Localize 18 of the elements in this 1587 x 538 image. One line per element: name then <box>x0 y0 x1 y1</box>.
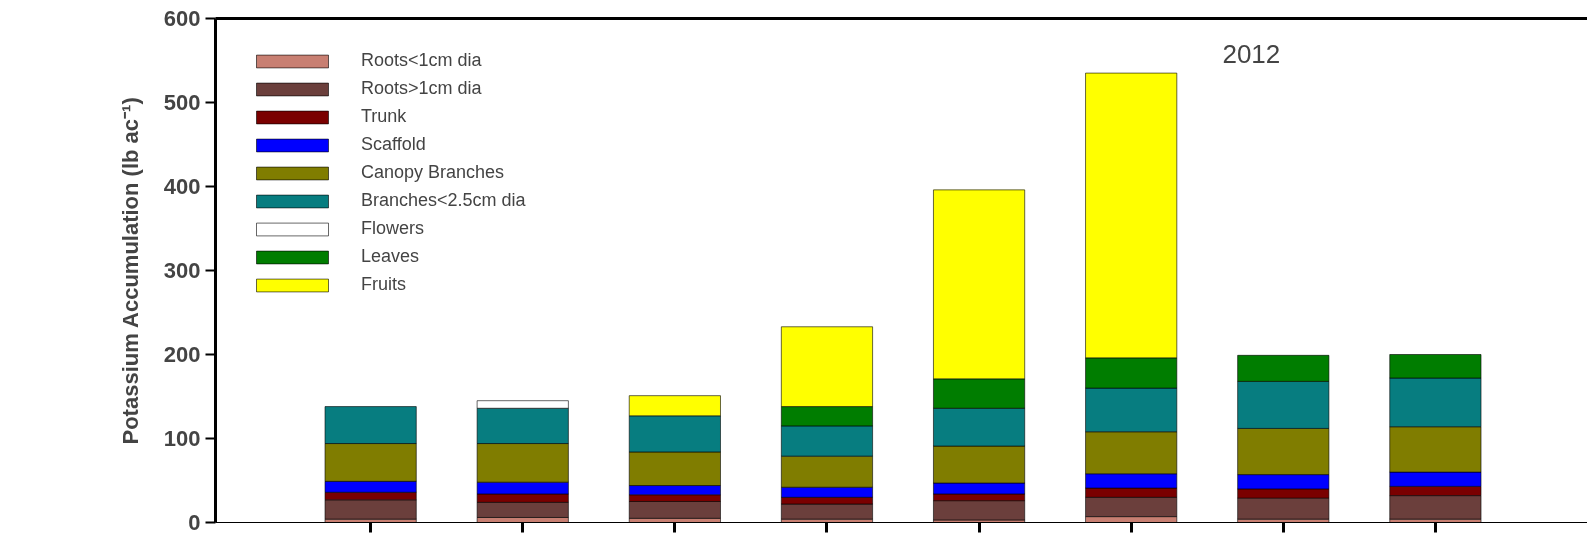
legend-label: Canopy Branches <box>361 162 505 183</box>
y-axis-title: Potassium Accumulation (lb ac⁻¹) <box>117 97 143 445</box>
legend-label: Roots<1cm dia <box>361 50 482 71</box>
y-tick-label: 500 <box>163 90 201 115</box>
annotation: 2012 <box>1222 38 1281 69</box>
legend-label: Fruits <box>361 274 406 295</box>
y-tick-label: 300 <box>163 258 201 283</box>
y-tick-label: 200 <box>163 342 201 367</box>
legend-label: Flowers <box>361 218 425 239</box>
y-tick-label: 400 <box>163 174 201 199</box>
legend-label: Trunk <box>361 106 407 127</box>
y-tick-label: 0 <box>188 510 201 535</box>
y-tick-label: 600 <box>163 6 201 31</box>
legend-label: Roots>1cm dia <box>361 78 482 99</box>
legend-label: Branches<2.5cm dia <box>361 190 526 211</box>
legend-label: Scaffold <box>361 134 426 155</box>
legend-label: Leaves <box>361 246 420 267</box>
y-tick-label: 100 <box>163 426 201 451</box>
